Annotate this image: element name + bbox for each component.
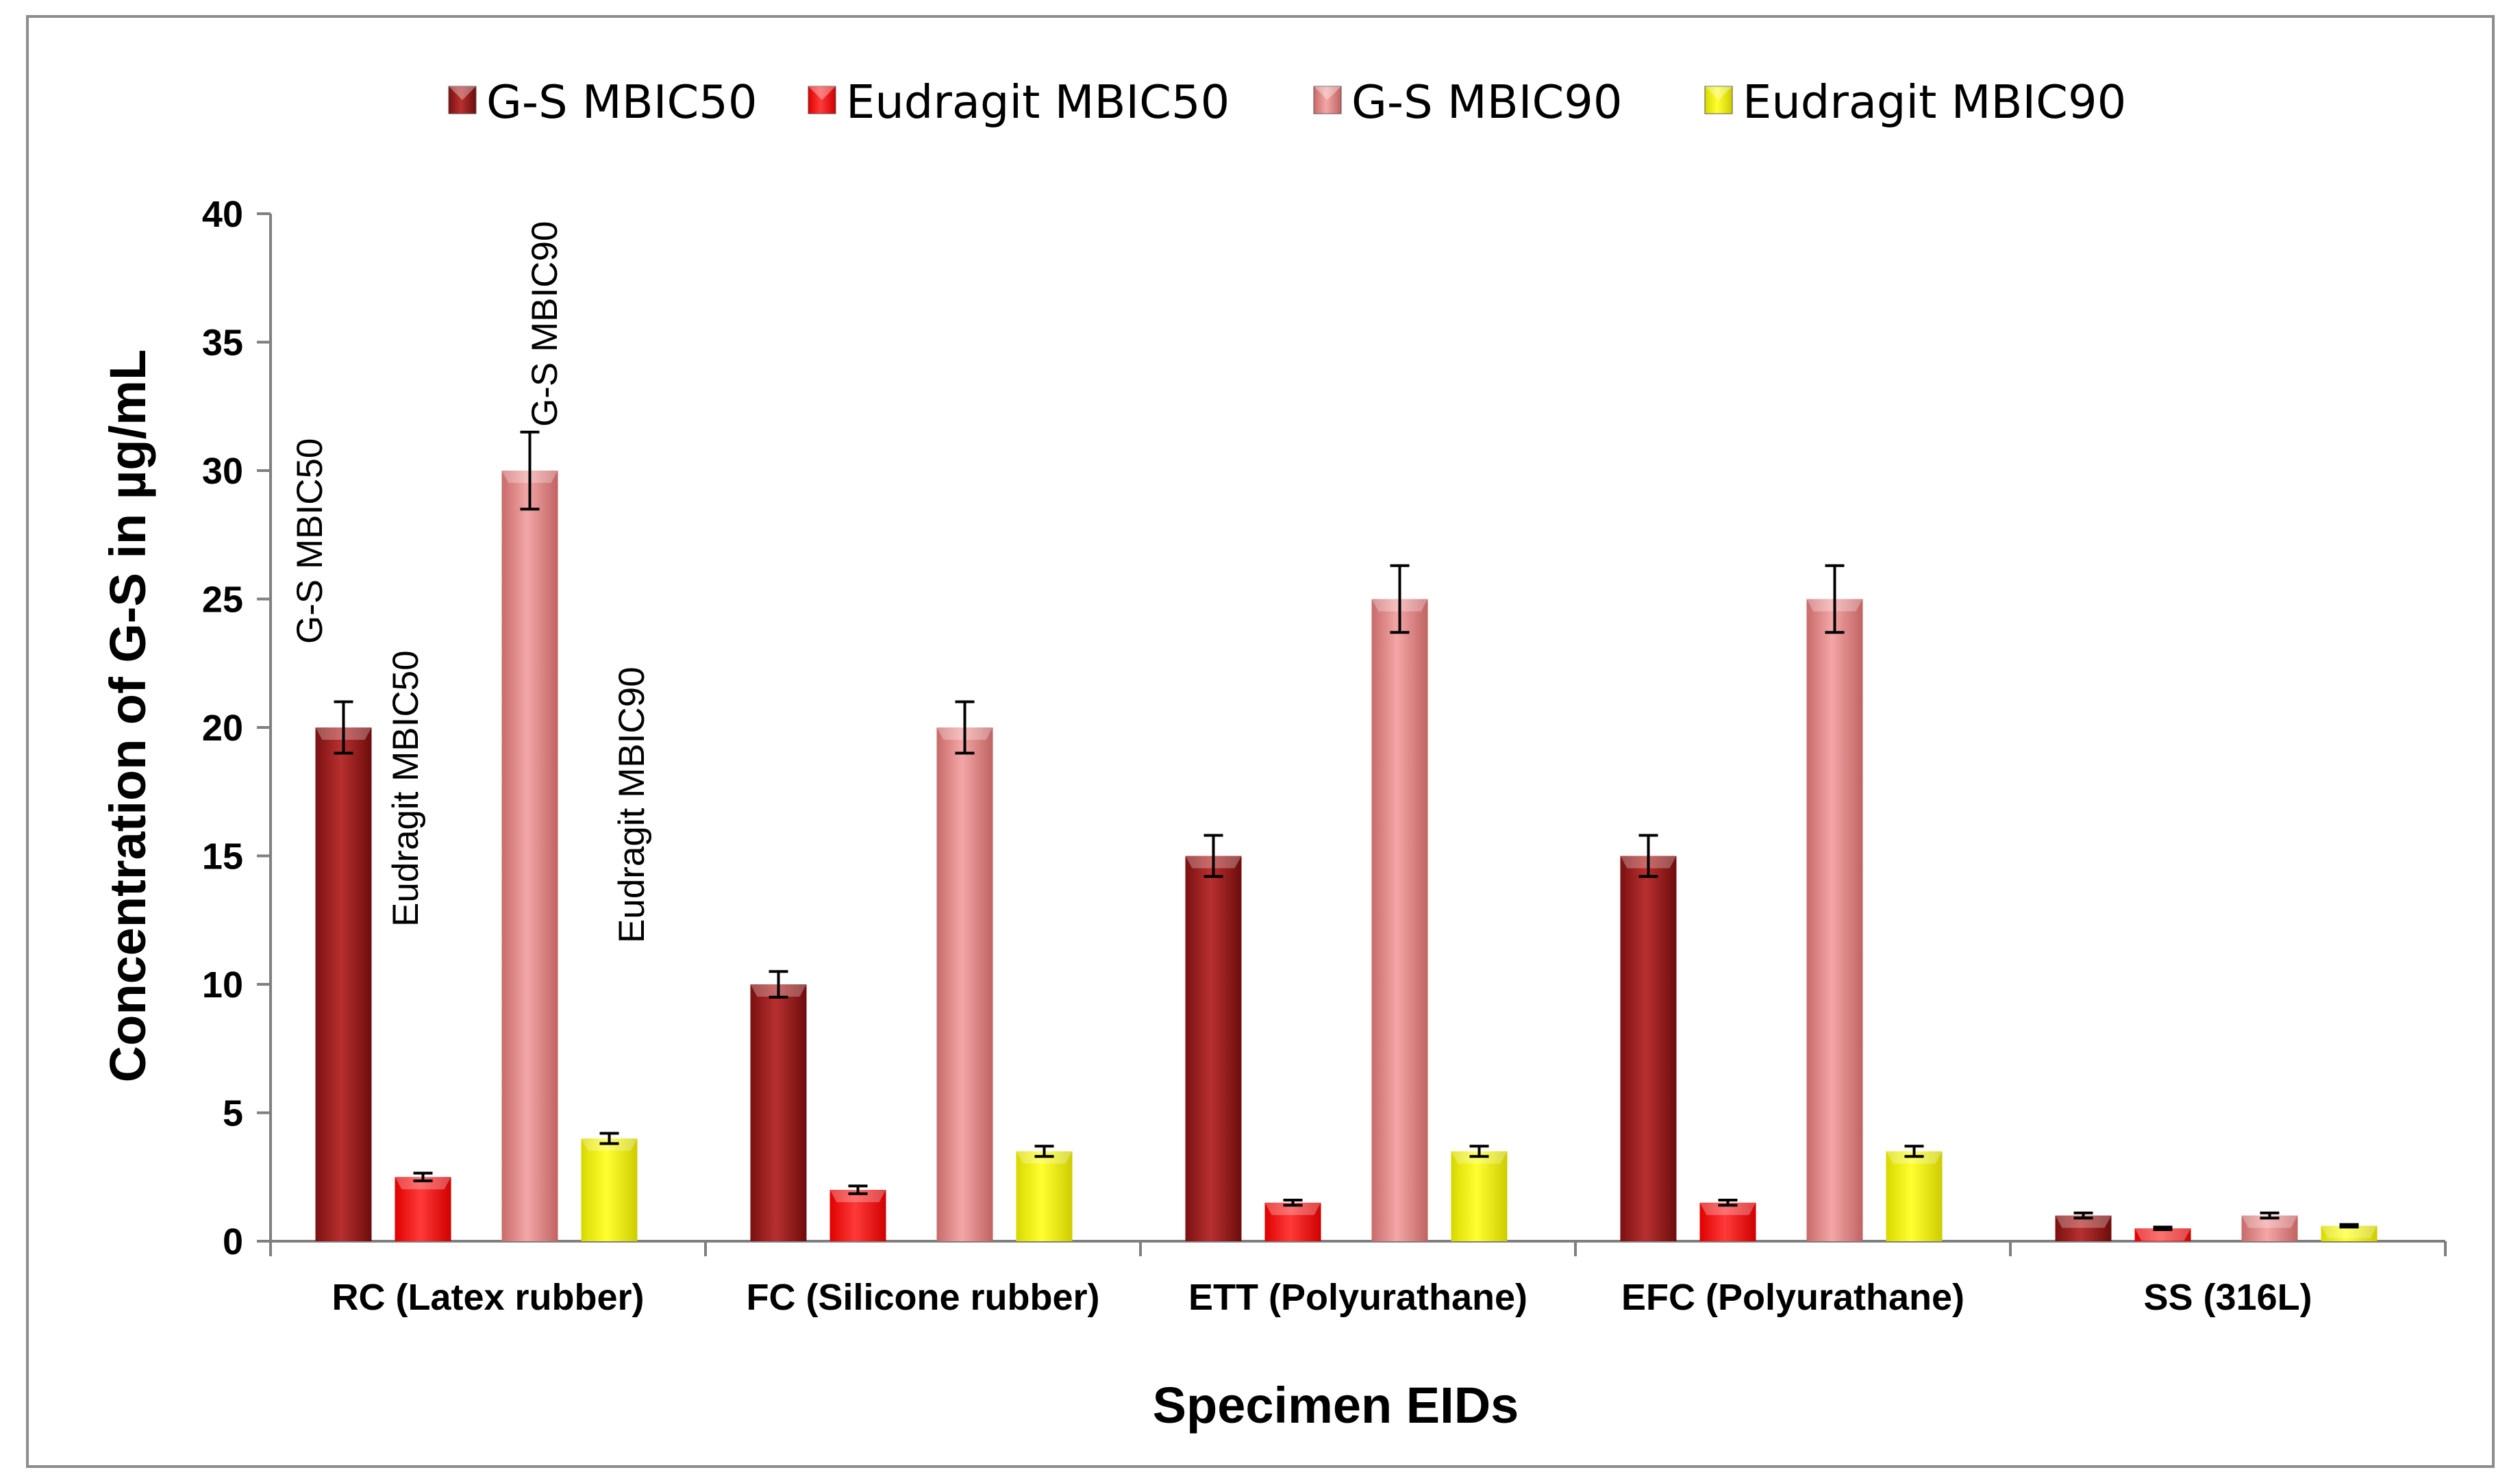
bar-3-3: [1886, 1151, 1943, 1241]
legend-swatch-0: [448, 86, 477, 114]
bar-0-4: [2055, 1215, 2112, 1241]
bar-3-4: [2321, 1225, 2378, 1241]
bar-top-bevel: [1264, 1202, 1321, 1215]
x-axis-title: Specimen EIDs: [1153, 1377, 1519, 1434]
bar-top-bevel: [1699, 1202, 1756, 1215]
legend-swatch-bevel: [449, 86, 476, 100]
bar-top-bevel: [2241, 1215, 2298, 1228]
legend-label-3: Eudragit MBIC90: [1743, 75, 2126, 129]
bar-2-2: [1371, 599, 1428, 1241]
legend-label-2: G-S MBIC90: [1351, 75, 1623, 129]
legend-swatch-bevel: [808, 86, 836, 100]
y-tick-label: 35: [202, 323, 243, 364]
y-tick-label: 0: [223, 1221, 243, 1262]
y-tick-label: 25: [202, 580, 243, 621]
y-axis-title: Concentration of G-S in µg/mL: [99, 349, 156, 1082]
x-tick-label: FC (Silicone rubber): [746, 1277, 1099, 1318]
legend-label-1: Eudragit MBIC50: [846, 75, 1230, 129]
x-tick-label: RC (Latex rubber): [332, 1277, 644, 1318]
x-tick-label: EFC (Polyurathane): [1621, 1277, 1964, 1318]
bar-2-3: [1806, 599, 1863, 1241]
bar-1-4: [2134, 1228, 2191, 1241]
bar-1-2: [1264, 1202, 1321, 1241]
legend-swatch-1: [808, 86, 836, 114]
bar-annotations: G-S MBIC50 Eudragit MBIC50 G-S MBIC90 Eudra…: [290, 221, 652, 943]
bar-1-1: [829, 1190, 886, 1241]
y-tick-label: 40: [202, 194, 243, 235]
bar-1-3: [1699, 1202, 1756, 1241]
bar-0-2: [1185, 856, 1242, 1241]
bar-top-bevel: [829, 1190, 886, 1202]
bar-2-4: [2241, 1215, 2298, 1241]
legend-swatch-2: [1313, 86, 1342, 114]
bar-top-bevel: [2055, 1215, 2112, 1228]
bar-0-1: [750, 984, 807, 1241]
y-tick-label: 30: [202, 451, 243, 492]
legend-swatch-bevel: [1705, 86, 1732, 100]
bar-top-bevel: [395, 1177, 451, 1190]
annotation-3: Eudragit MBIC90: [612, 666, 652, 943]
x-tick-label: ETT (Polyurathane): [1188, 1277, 1527, 1318]
bar-2-1: [936, 727, 993, 1241]
y-tick-label: 5: [223, 1093, 243, 1134]
annotation-1: Eudragit MBIC50: [386, 650, 426, 927]
y-tick-label: 20: [202, 708, 243, 749]
bar-1-0: [395, 1177, 451, 1241]
y-tick-label: 15: [202, 836, 243, 877]
plot-area: 0 5 10 15 20 25 30 35 40 RC (Latex rubber) FC (Sil…: [202, 194, 2447, 1318]
bar-2-0: [501, 471, 558, 1241]
legend-label-0: G-S MBIC50: [486, 75, 758, 129]
bar-3-2: [1451, 1151, 1508, 1241]
annotation-2: G-S MBIC90: [525, 221, 565, 427]
bar-0-0: [315, 727, 372, 1241]
bar-top-bevel: [2134, 1228, 2191, 1241]
bar-3-0: [581, 1138, 638, 1241]
bar-0-3: [1620, 856, 1677, 1241]
legend: G-S MBIC50 Eudragit MBIC50 G-S MBIC90 Eudra…: [448, 75, 2126, 129]
x-tick-label: SS (316L): [2143, 1277, 2312, 1318]
y-tick-label: 10: [202, 964, 243, 1006]
legend-swatch-3: [1704, 86, 1733, 114]
legend-swatch-bevel: [1314, 86, 1341, 100]
annotation-0: G-S MBIC50: [290, 438, 330, 644]
bar-top-bevel: [2321, 1225, 2378, 1238]
bar-3-1: [1016, 1151, 1073, 1241]
